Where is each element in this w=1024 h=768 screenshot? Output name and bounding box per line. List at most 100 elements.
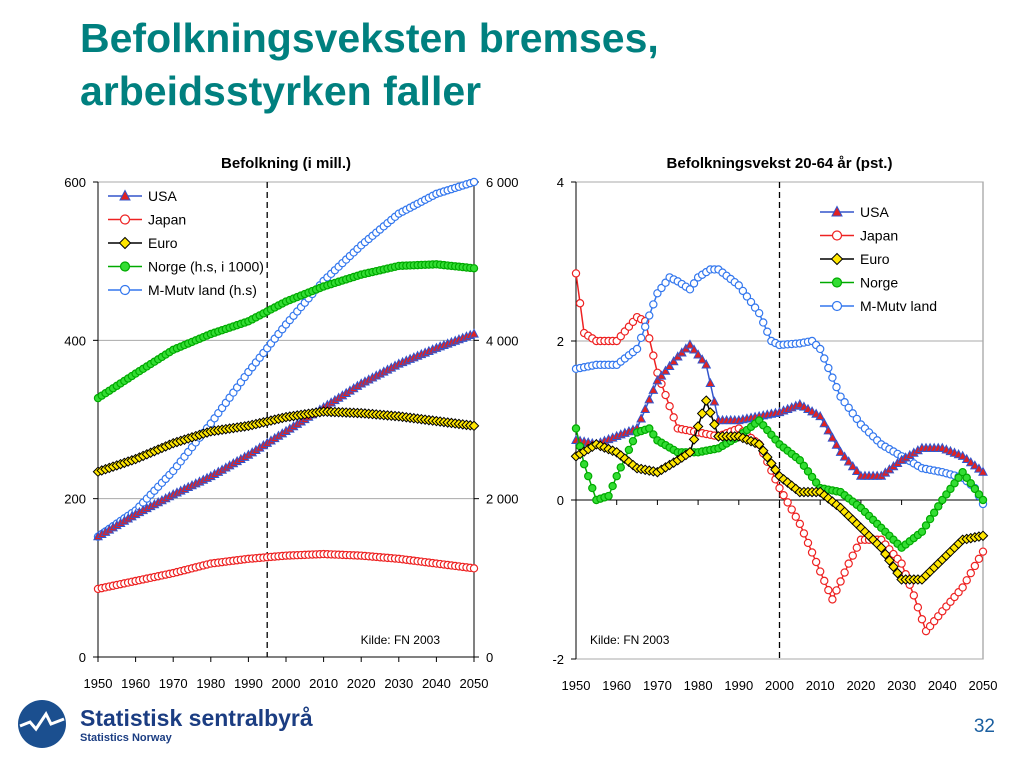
x-tick-label: 2020 [347, 676, 376, 691]
y-tick-label: -2 [552, 652, 564, 667]
data-point [820, 354, 829, 363]
legend-label: Norge [860, 275, 898, 291]
slide-title: Befolkningsveksten bremses, arbeidsstyrk… [80, 12, 980, 118]
y-right-tick-label: 6 000 [486, 175, 519, 190]
data-point [469, 328, 479, 338]
y-tick-label: 0 [557, 493, 564, 508]
data-point [623, 456, 635, 468]
data-point [965, 456, 976, 467]
data-point [779, 491, 788, 500]
data-point [839, 451, 850, 461]
data-point [689, 279, 699, 288]
data-point [966, 479, 975, 488]
data-point [978, 495, 988, 505]
data-point [701, 359, 712, 369]
legend-item: USA [108, 188, 177, 204]
legend-label: Euro [860, 251, 890, 267]
data-point [742, 292, 752, 301]
data-point [925, 514, 935, 524]
data-point [840, 568, 849, 577]
data-point [644, 394, 655, 404]
x-tick-label: 1960 [602, 678, 631, 693]
data-point [799, 529, 809, 538]
data-point [775, 483, 784, 493]
data-point [954, 473, 963, 482]
data-point [584, 471, 593, 481]
data-point [974, 490, 984, 499]
data-point [628, 436, 638, 446]
data-point [661, 390, 670, 400]
data-point [469, 177, 479, 187]
x-tick-label: 2050 [460, 676, 489, 691]
data-point [973, 463, 984, 473]
data-point [803, 538, 813, 548]
data-point [966, 568, 975, 578]
data-point [852, 543, 862, 552]
legend-marker [119, 284, 131, 296]
data-point [852, 414, 862, 424]
data-point [692, 421, 704, 432]
data-point [828, 595, 837, 604]
legend-item: M-Mutv land (h.s) [108, 282, 257, 298]
data-point [645, 334, 654, 343]
data-point [665, 401, 674, 411]
data-point [668, 356, 679, 366]
data-point [774, 470, 785, 482]
data-point [746, 297, 756, 307]
data-point [814, 486, 826, 498]
data-point [696, 408, 708, 419]
x-tick-label: 2030 [887, 678, 916, 693]
x-tick-label: 2030 [384, 676, 413, 691]
data-point [611, 446, 623, 458]
data-point [847, 460, 858, 471]
legend-item: Euro [820, 251, 890, 267]
data-point [917, 527, 927, 537]
data-point [824, 363, 833, 373]
data-point [685, 339, 695, 349]
data-point [828, 373, 837, 382]
data-point [824, 585, 833, 595]
x-tick-label: 1990 [234, 676, 263, 691]
y-right-tick-label: 4 000 [486, 333, 519, 348]
data-point [836, 577, 845, 586]
series-euro [92, 406, 480, 478]
legend-item: Norge (h.s, i 1000) [108, 259, 264, 275]
data-point [753, 439, 765, 450]
data-point [685, 285, 695, 294]
data-point [811, 557, 821, 567]
data-point [627, 459, 639, 471]
legend: USA Japan Euro Norge M-Mutv land [820, 204, 937, 314]
data-point [832, 382, 841, 392]
legend-label: M-Mutv land (h.s) [148, 282, 257, 298]
legend-item: USA [820, 204, 889, 220]
data-point [791, 512, 800, 521]
data-point [807, 548, 817, 557]
data-point [738, 286, 748, 296]
data-point [612, 471, 621, 481]
chart-1: Befolkning (i mill.) 0 200 400 600 0 2 000 4 00… [64, 155, 518, 691]
legend-item: Japan [108, 212, 186, 228]
series-japan [93, 549, 479, 594]
series-usa [93, 328, 479, 541]
data-point [604, 491, 613, 501]
x-tick-label: 2040 [422, 676, 451, 691]
page-number: 32 [973, 716, 995, 737]
x-tick-label: 2010 [309, 676, 338, 691]
legend-marker [831, 300, 843, 312]
data-point [969, 460, 980, 470]
chart-2: Befolkningsvekst 20-64 år (pst.) -2 0 2 4 195… [552, 155, 997, 693]
series-norge [93, 260, 479, 403]
data-point [942, 490, 951, 499]
data-point [700, 395, 712, 406]
data-point [815, 410, 826, 421]
data-point [880, 548, 891, 560]
data-point [958, 583, 967, 592]
data-point [705, 377, 716, 387]
data-point [469, 564, 479, 573]
legend: USA Japan Euro Norge (h.s, i 1000) M-Mutv la… [108, 188, 264, 298]
data-point [909, 591, 919, 600]
data-point [917, 615, 927, 624]
data-point [640, 403, 651, 413]
data-point [811, 478, 821, 487]
legend-marker [119, 214, 131, 225]
